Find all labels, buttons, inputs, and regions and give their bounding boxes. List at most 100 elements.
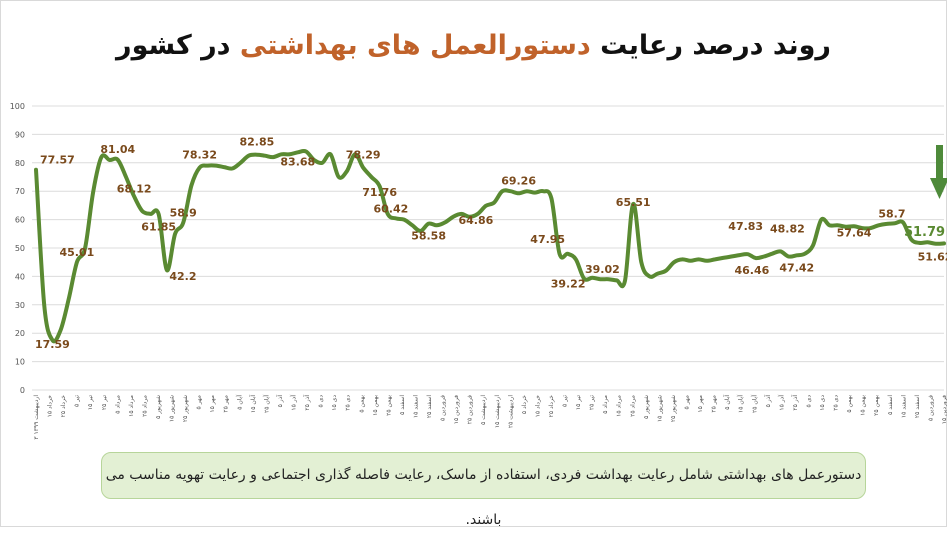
x-tick-label: ۵ شهریور	[155, 395, 162, 419]
y-tick-label: 0	[20, 386, 25, 395]
x-tick-label: ۱۵ دی	[819, 395, 826, 411]
data-label: 48.82	[770, 222, 805, 235]
arrow-shaft	[936, 145, 943, 179]
data-label: 68.12	[117, 183, 152, 196]
data-label: 83.68	[280, 155, 315, 168]
x-tick-label: ۵ آذر	[275, 395, 284, 408]
gridlines	[32, 105, 944, 391]
data-labels: 77.57 17.59 45.01 81.04 68.12 61.85 42.2 58.9 78…	[35, 136, 947, 351]
x-tick-label: ۵ مهر	[684, 395, 691, 409]
x-tick-label: ۵ اسفند	[399, 395, 406, 415]
data-label: 61.85	[141, 220, 176, 233]
x-tick-label: ۲۵ مرداد	[141, 395, 148, 417]
x-tick-label: ۳ اردیبهشت ۱۳۹۹	[33, 395, 40, 440]
x-tick-label: ۲۵ بهمن	[873, 395, 880, 416]
y-tick-label: 80	[15, 159, 25, 168]
x-tick-label: ۲۵ اردیبهشت	[507, 395, 514, 428]
data-label: 65.51	[616, 196, 651, 209]
arrow-head	[930, 178, 947, 199]
data-label: 39.22	[551, 278, 586, 291]
x-tick-label: ۲۵ مهر	[711, 395, 718, 413]
x-tick-label: ۱۵ شهریور	[169, 395, 176, 422]
data-label: 46.46	[735, 264, 770, 277]
y-tick-label: 50	[15, 244, 25, 253]
x-tick-label: ۵ آذر	[763, 395, 772, 408]
x-tick-label: ۵ تیر	[562, 395, 569, 407]
x-tick-label: ۲۵ خرداد	[60, 395, 67, 418]
data-label: 77.57	[40, 154, 75, 167]
title-highlight: دستورالعمل های بهداشتی	[239, 30, 591, 61]
x-tick-label: ۵ دی	[805, 395, 812, 408]
x-tick-label: ۲۵ آذر	[790, 395, 799, 411]
y-axis-ticks: 0 10 20 30 40 50 60 70 80 90 100	[10, 102, 25, 395]
x-tick-label: ۲۵ بهمن	[385, 395, 392, 416]
data-label: 78.29	[346, 149, 381, 162]
x-tick-label: ۵ مرداد	[114, 395, 121, 414]
line-chart: 0 10 20 30 40 50 60 70 80 90 100 ۳ اردیبهشت ۱۳۹۹ ۱۵…	[10, 102, 947, 440]
x-tick-label: ۱۵ مرداد	[128, 395, 135, 417]
x-tick-label: ۱۵ مهر	[209, 395, 216, 413]
y-tick-label: 10	[15, 358, 25, 367]
x-tick-label: ۱۵ دی	[331, 395, 338, 411]
x-tick-label: ۵ خرداد	[521, 395, 528, 414]
title-part-1: روند درصد رعایت	[590, 30, 831, 61]
data-label: 47.95	[530, 233, 565, 246]
data-label: 17.59	[35, 338, 70, 351]
data-label: 45.01	[60, 246, 95, 259]
data-label: 47.42	[779, 261, 814, 274]
y-tick-label: 20	[15, 329, 25, 338]
x-tick-label: ۱۵ آذر	[288, 395, 297, 411]
x-tick-label: ۵ فروردین	[927, 395, 934, 421]
x-tick-label: ۵ اسفند	[887, 395, 894, 415]
y-tick-label: 40	[15, 272, 25, 281]
data-label: 51.79	[904, 225, 945, 240]
x-tick-label: ۱۵ خرداد	[534, 395, 541, 418]
y-tick-label: 100	[10, 102, 25, 111]
x-tick-label: ۱۵ تیر	[575, 395, 582, 410]
y-tick-label: 70	[15, 187, 25, 196]
title-part-2: در کشور	[116, 30, 240, 61]
x-tick-label: ۵ شهریور	[643, 395, 650, 419]
x-tick-label: ۲۵ تیر	[101, 395, 108, 410]
x-tick-label: ۱۵ فروردین	[941, 395, 947, 424]
data-label: 69.26	[501, 174, 536, 187]
x-tick-label: ۵ تیر	[74, 395, 81, 407]
x-tick-label: ۵ دی	[318, 395, 325, 408]
x-tick-label: ۲۵ مرداد	[629, 395, 636, 417]
x-tick-label: ۵ مهر	[196, 395, 203, 409]
data-label: 82.85	[240, 136, 275, 149]
y-tick-label: 30	[15, 301, 25, 310]
data-label: 57.64	[837, 226, 872, 239]
data-label: 58.7	[878, 207, 905, 220]
x-tick-label: ۲۵ مهر	[223, 395, 230, 413]
x-tick-label: ۱۵ مهر	[697, 395, 704, 413]
x-tick-label: ۲۵ آبان	[749, 395, 758, 413]
x-tick-label: ۱۵ مرداد	[616, 395, 623, 417]
y-tick-label: 90	[15, 130, 25, 139]
x-tick-label: ۱۵ آبان	[736, 395, 745, 413]
x-tick-label: ۱۵ بهمن	[860, 395, 867, 416]
x-tick-label: ۲۵ دی	[345, 395, 352, 411]
x-tick-label: ۵ مرداد	[602, 395, 609, 414]
x-tick-label: ۵ بهمن	[358, 395, 365, 413]
x-tick-label: ۲۵ اسفند	[914, 395, 921, 418]
x-tick-label: ۵ بهمن	[846, 395, 853, 413]
x-tick-label: ۵ آبان	[722, 395, 731, 410]
data-label: 39.02	[585, 263, 620, 276]
data-label: 64.86	[459, 214, 494, 227]
x-tick-label: ۱۵ فروردین	[453, 395, 460, 424]
x-tick-label: ۲۵ آذر	[302, 395, 311, 411]
x-tick-label: ۱۵ اردیبهشت	[494, 395, 501, 428]
chart-title: روند درصد رعایت دستورالعمل های بهداشتی د…	[0, 30, 947, 61]
data-label: 42.2	[169, 270, 196, 283]
x-tick-label: ۵ فروردین	[440, 395, 447, 421]
x-tick-label: ۱۵ آذر	[776, 395, 785, 411]
series-line-group	[34, 148, 946, 344]
x-tick-label: ۱۵ تیر	[87, 395, 94, 410]
x-tick-label: ۲۵ دی	[833, 395, 840, 411]
x-tick-label: ۲۵ شهریور	[182, 395, 189, 422]
x-tick-label: ۲۵ اسفند	[426, 395, 433, 418]
x-tick-label: ۱۵ اسفند	[412, 395, 419, 418]
y-tick-label: 60	[15, 216, 25, 225]
x-tick-label: ۲۵ آبان	[261, 395, 270, 413]
